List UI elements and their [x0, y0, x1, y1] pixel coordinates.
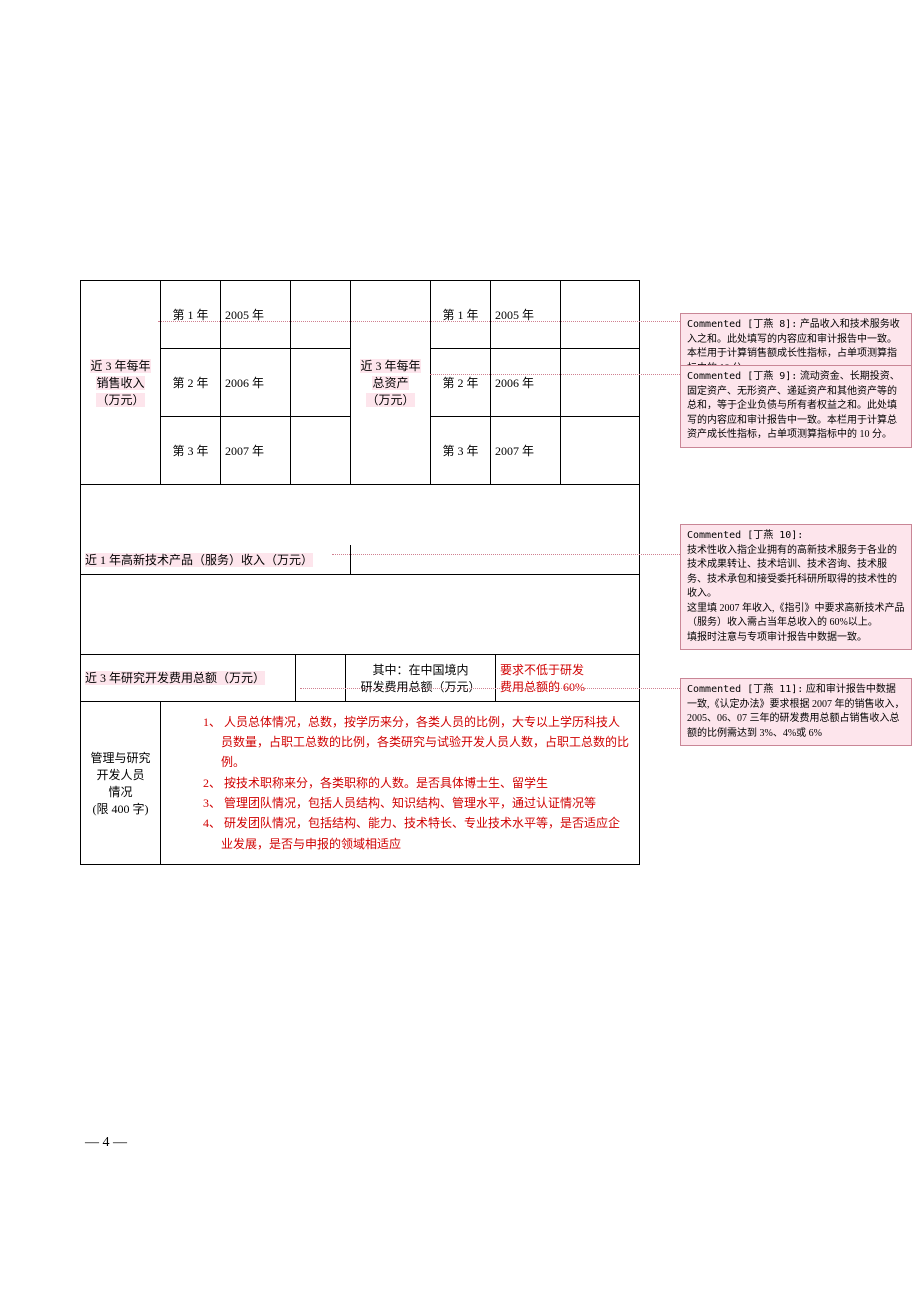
empty-cell — [291, 281, 351, 349]
year-value: 2005 年 — [221, 281, 291, 349]
comment-header: Commented [丁燕 11]: — [687, 684, 803, 695]
empty-cell — [291, 417, 351, 485]
year-label: 第 2 年 — [431, 349, 491, 417]
page-number: — 4 — — [85, 1135, 127, 1151]
year-value: 2005 年 — [491, 281, 561, 349]
document-page: 近 3 年每年销售收入（万元） 第 1 年 2005 年 近 3 年每年总资产（… — [80, 280, 640, 865]
comment-header: Commented [丁燕 9]: — [687, 371, 797, 382]
empty-cell — [81, 485, 640, 545]
comment-body: 技术性收入指企业拥有的高新技术服务于各业的技术成果转让、技术培训、技术咨询、技术… — [687, 545, 905, 643]
sales-assets-table: 近 3 年每年销售收入（万元） 第 1 年 2005 年 近 3 年每年总资产（… — [80, 280, 640, 485]
year-value: 2007 年 — [491, 417, 561, 485]
empty-cell — [561, 417, 640, 485]
comment-box: Commented [丁燕 10]: 技术性收入指企业拥有的高新技术服务于各业的技… — [680, 524, 912, 650]
comment-connector — [158, 321, 680, 322]
personnel-items: 1、 人员总体情况，总数，按学历来分，各类人员的比例，大专以上学历科技人员数量，… — [165, 708, 635, 859]
hitech-label: 近 1 年高新技术产品（服务）收入（万元） — [85, 553, 313, 567]
personnel-table: 管理与研究开发人员情况(限 400 字) 1、 人员总体情况，总数，按学历来分，… — [80, 701, 640, 866]
empty-cell — [351, 545, 640, 575]
comment-connector — [332, 554, 680, 555]
empty-cell — [291, 349, 351, 417]
rd-total-label: 近 3 年研究开发费用总额（万元） — [85, 671, 265, 685]
personnel-header: 管理与研究开发人员情况(限 400 字) — [81, 701, 161, 865]
year-label: 第 1 年 — [431, 281, 491, 349]
year-value: 2006 年 — [221, 349, 291, 417]
rd-domestic-label: 其中：在中国境内研发费用总额（万元） — [346, 654, 496, 701]
year-label: 第 3 年 — [431, 417, 491, 485]
year-label: 第 3 年 — [161, 417, 221, 485]
year-value: 2007 年 — [221, 417, 291, 485]
sales-header: 近 3 年每年销售收入（万元） — [90, 359, 150, 407]
empty-cell — [296, 654, 346, 701]
rd-requirement-note: 要求不低于研发费用总额的 60% — [496, 654, 640, 701]
hitech-income-table: 近 1 年高新技术产品（服务）收入（万元） — [80, 484, 640, 655]
assets-header: 近 3 年每年总资产（万元） — [360, 359, 420, 407]
comment-box: Commented [丁燕 9]: 流动资金、长期投资、固定资产、无形资产、递延… — [680, 365, 912, 448]
comment-header: Commented [丁燕 8]: — [687, 319, 797, 330]
year-label: 第 2 年 — [161, 349, 221, 417]
comment-connector — [430, 374, 680, 375]
empty-cell — [561, 281, 640, 349]
personnel-item: 2、 按技术职称来分，各类职称的人数。是否具体博士生、留学生 — [171, 773, 629, 793]
comment-box: Commented [丁燕 11]: 应和审计报告中数据一致,《认定办法》要求根… — [680, 678, 912, 746]
empty-cell — [561, 349, 640, 417]
personnel-item: 3、 管理团队情况，包括人员结构、知识结构、管理水平，通过认证情况等 — [171, 793, 629, 813]
personnel-item: 1、 人员总体情况，总数，按学历来分，各类人员的比例，大专以上学历科技人员数量，… — [171, 712, 629, 773]
comment-header: Commented [丁燕 10]: — [687, 530, 803, 541]
rd-expense-table: 近 3 年研究开发费用总额（万元） 其中：在中国境内研发费用总额（万元） 要求不… — [80, 654, 640, 702]
comment-connector — [300, 688, 680, 689]
year-label: 第 1 年 — [161, 281, 221, 349]
personnel-item: 4、 研发团队情况，包括结构、能力、技术特长、专业技术水平等，是否适应企业发展，… — [171, 813, 629, 854]
year-value: 2006 年 — [491, 349, 561, 417]
empty-cell — [81, 574, 640, 654]
